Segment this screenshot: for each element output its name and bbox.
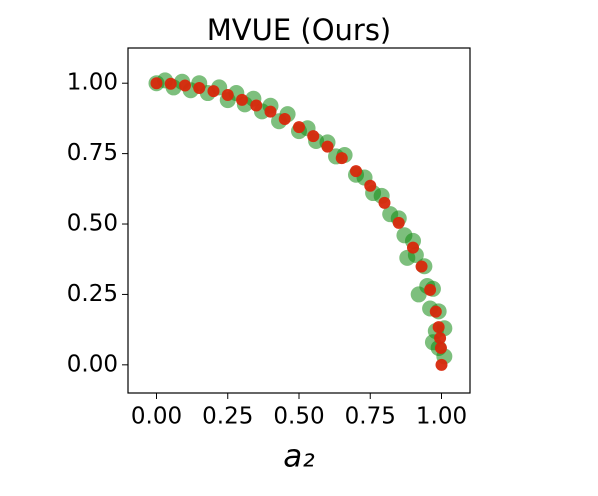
scatter-point <box>392 216 405 229</box>
scatter-point <box>193 81 206 94</box>
y-tick-label: 0.00 <box>67 351 118 377</box>
y-tick-label: 0.25 <box>67 281 118 307</box>
scatter-point <box>250 99 263 112</box>
scatter-point <box>293 121 305 134</box>
scatter-point <box>434 341 447 354</box>
scatter-point <box>424 283 437 296</box>
scatter-point <box>335 152 348 165</box>
scatter-point <box>221 89 234 102</box>
scatter-point <box>407 241 419 254</box>
x-tick-label: 0.25 <box>202 404 253 430</box>
y-tick-label: 0.75 <box>67 140 118 166</box>
x-tick-label: 0.75 <box>345 404 396 430</box>
y-tick-label: 0.50 <box>67 211 118 237</box>
scatter-point <box>164 77 177 90</box>
scatter-point <box>364 179 377 192</box>
y-tick-label: 1.00 <box>67 70 118 96</box>
scatter-point <box>434 332 447 345</box>
scatter-point <box>321 140 334 153</box>
x-tick-label: 1.00 <box>416 404 467 430</box>
scatter-point <box>179 79 191 92</box>
scatter-point <box>150 77 163 90</box>
scatter-point <box>307 130 320 143</box>
scatter-point <box>264 105 277 118</box>
x-axis-label: a₂ <box>283 439 314 475</box>
scatter-point <box>236 93 248 106</box>
chart-title: MVUE (Ours) <box>207 13 392 47</box>
scatter-point <box>278 112 291 125</box>
scatter-point <box>410 286 427 303</box>
scatter-point <box>432 321 445 334</box>
scatter-point <box>378 196 391 209</box>
scatter-point <box>399 249 416 266</box>
x-tick-label: 0.00 <box>131 404 182 430</box>
plot-frame <box>127 47 471 394</box>
scatter-point <box>207 85 220 98</box>
scatter-point <box>350 165 362 178</box>
scatter-point <box>429 305 442 318</box>
scatter-point <box>435 358 448 371</box>
scatter-point <box>415 260 428 273</box>
x-tick-label: 0.50 <box>273 404 324 430</box>
